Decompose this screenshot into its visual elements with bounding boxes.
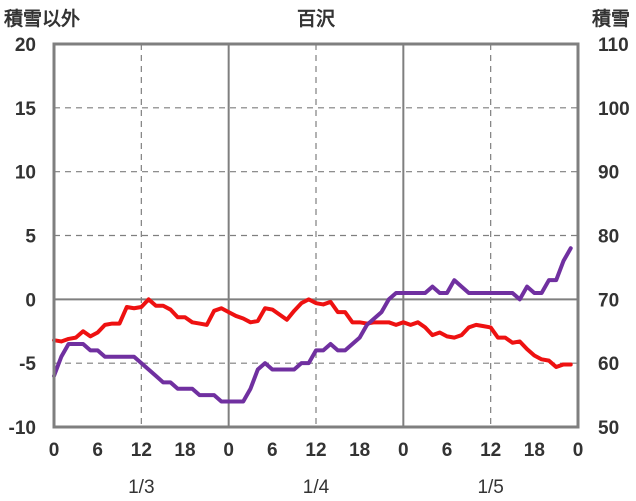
left-axis-title: 積雪以外	[4, 7, 80, 30]
right-tick-label: 80	[598, 227, 619, 248]
left-tick-label: -5	[19, 354, 36, 375]
x-tick-label: 6	[267, 440, 278, 461]
left-tick-label: 0	[25, 290, 36, 311]
x-tick-label: 0	[398, 440, 409, 461]
left-tick-label: 15	[15, 99, 37, 120]
x-tick-label: 0	[573, 440, 584, 461]
right-axis-ticks: 50 60 70 80 90 100 110	[598, 35, 630, 439]
x-tick-label: 12	[131, 440, 152, 461]
right-tick-label: 70	[598, 290, 619, 311]
right-tick-label: 50	[598, 418, 619, 439]
x-tick-label: 18	[174, 440, 195, 461]
x-tick-label: 0	[49, 440, 60, 461]
left-tick-label: 10	[15, 163, 36, 184]
left-tick-label: 20	[15, 35, 36, 56]
right-tick-label: 90	[598, 163, 619, 184]
left-tick-label: 5	[25, 227, 36, 248]
x-axis-ticks: 0 6 12 18 0 6 12 18 0 6 12 18 0	[49, 440, 584, 461]
plot-frame	[52, 42, 580, 429]
x-tick-label: 18	[524, 440, 545, 461]
right-tick-label: 110	[598, 35, 629, 56]
series-line-1	[52, 297, 573, 369]
day-labels: 1/3 1/4 1/5	[128, 477, 504, 498]
day-label: 1/4	[303, 477, 330, 498]
grid	[54, 44, 578, 427]
right-tick-label: 60	[598, 354, 619, 375]
x-tick-label: 6	[92, 440, 103, 461]
x-tick-label: 6	[442, 440, 453, 461]
day-label: 1/3	[128, 477, 154, 498]
x-tick-label: 12	[480, 440, 501, 461]
chart-title: 百沢	[297, 7, 336, 30]
right-axis-title: 積雪	[592, 7, 630, 30]
left-axis-ticks: -10 -5 0 5 10 15 20	[9, 35, 37, 439]
x-tick-label: 12	[305, 440, 326, 461]
x-tick-label: 0	[223, 440, 234, 461]
day-label: 1/5	[477, 477, 503, 498]
series-layer	[52, 246, 573, 404]
series-line-2	[52, 246, 573, 404]
right-tick-label: 100	[598, 99, 630, 120]
x-tick-label: 18	[349, 440, 370, 461]
left-tick-label: -10	[9, 418, 36, 439]
